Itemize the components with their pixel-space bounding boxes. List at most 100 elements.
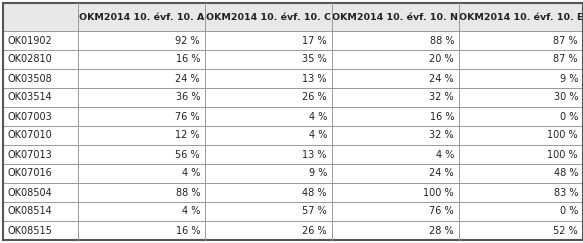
Bar: [78, 164, 205, 183]
Text: 13 %: 13 %: [303, 149, 327, 159]
Text: 56 %: 56 %: [175, 149, 200, 159]
Bar: [3, 88, 78, 107]
Text: OKM2014 10. évf. 10. A: OKM2014 10. évf. 10. A: [79, 12, 204, 21]
Bar: [459, 50, 583, 69]
Text: 26 %: 26 %: [303, 93, 327, 103]
Bar: [332, 164, 459, 183]
Text: 32 %: 32 %: [429, 93, 454, 103]
Text: 24 %: 24 %: [429, 73, 454, 84]
Text: 24 %: 24 %: [175, 73, 200, 84]
Bar: [3, 126, 78, 145]
Bar: [3, 202, 78, 221]
Text: 0 %: 0 %: [560, 112, 578, 122]
Bar: [78, 107, 205, 126]
Bar: [205, 202, 332, 221]
Bar: [205, 69, 332, 88]
Bar: [459, 88, 583, 107]
Text: 13 %: 13 %: [303, 73, 327, 84]
Text: 35 %: 35 %: [303, 54, 327, 64]
Text: 88 %: 88 %: [430, 35, 454, 45]
Bar: [3, 221, 78, 240]
Bar: [459, 202, 583, 221]
Text: OKM2014 10. évf. 10. C: OKM2014 10. évf. 10. C: [206, 12, 331, 21]
Bar: [78, 50, 205, 69]
Bar: [332, 69, 459, 88]
Bar: [205, 183, 332, 202]
Text: 92 %: 92 %: [175, 35, 200, 45]
Text: 4 %: 4 %: [182, 207, 200, 217]
Text: 87 %: 87 %: [553, 35, 578, 45]
Bar: [332, 50, 459, 69]
Text: 16 %: 16 %: [430, 112, 454, 122]
Bar: [459, 164, 583, 183]
Text: 16 %: 16 %: [175, 54, 200, 64]
Text: OK01902: OK01902: [8, 35, 52, 45]
Text: 30 %: 30 %: [553, 93, 578, 103]
Bar: [78, 88, 205, 107]
Text: 4 %: 4 %: [308, 130, 327, 140]
Bar: [205, 164, 332, 183]
Text: 28 %: 28 %: [429, 226, 454, 235]
Text: 76 %: 76 %: [175, 112, 200, 122]
Bar: [3, 50, 78, 69]
Bar: [3, 183, 78, 202]
Text: OK07010: OK07010: [8, 130, 52, 140]
Bar: [459, 69, 583, 88]
Bar: [332, 145, 459, 164]
Bar: [459, 183, 583, 202]
Bar: [205, 145, 332, 164]
Bar: [332, 88, 459, 107]
Text: 9 %: 9 %: [560, 73, 578, 84]
Bar: [459, 126, 583, 145]
Text: OK07013: OK07013: [8, 149, 52, 159]
Bar: [459, 145, 583, 164]
Text: 52 %: 52 %: [553, 226, 578, 235]
Text: OK03508: OK03508: [8, 73, 52, 84]
Text: 4 %: 4 %: [182, 168, 200, 179]
Text: 83 %: 83 %: [553, 188, 578, 198]
Text: OK08504: OK08504: [8, 188, 52, 198]
Bar: [3, 164, 78, 183]
Bar: [459, 31, 583, 50]
Bar: [332, 107, 459, 126]
Text: 48 %: 48 %: [553, 168, 578, 179]
Text: OKM2014 10. évf. 10. E: OKM2014 10. évf. 10. E: [459, 12, 583, 21]
Text: 17 %: 17 %: [303, 35, 327, 45]
Text: 100 %: 100 %: [547, 149, 578, 159]
Text: 36 %: 36 %: [175, 93, 200, 103]
Text: OK03514: OK03514: [8, 93, 52, 103]
Bar: [332, 126, 459, 145]
Text: 76 %: 76 %: [429, 207, 454, 217]
Bar: [78, 221, 205, 240]
Bar: [78, 202, 205, 221]
Text: 12 %: 12 %: [175, 130, 200, 140]
Text: 87 %: 87 %: [553, 54, 578, 64]
Bar: [205, 221, 332, 240]
Text: OKM2014 10. évf. 10. N: OKM2014 10. évf. 10. N: [332, 12, 458, 21]
Bar: [332, 31, 459, 50]
Bar: [205, 107, 332, 126]
Text: OK08514: OK08514: [8, 207, 52, 217]
Text: 0 %: 0 %: [560, 207, 578, 217]
Bar: [78, 145, 205, 164]
Text: OK07003: OK07003: [8, 112, 52, 122]
Bar: [459, 3, 583, 31]
Text: 26 %: 26 %: [303, 226, 327, 235]
Text: 48 %: 48 %: [303, 188, 327, 198]
Text: 24 %: 24 %: [429, 168, 454, 179]
Bar: [332, 3, 459, 31]
Text: OK08515: OK08515: [8, 226, 53, 235]
Bar: [332, 202, 459, 221]
Text: 4 %: 4 %: [308, 112, 327, 122]
Bar: [205, 88, 332, 107]
Bar: [205, 31, 332, 50]
Bar: [3, 69, 78, 88]
Bar: [205, 50, 332, 69]
Bar: [459, 107, 583, 126]
Text: 32 %: 32 %: [429, 130, 454, 140]
Bar: [78, 69, 205, 88]
Bar: [332, 183, 459, 202]
Bar: [3, 145, 78, 164]
Text: 16 %: 16 %: [175, 226, 200, 235]
Text: 20 %: 20 %: [429, 54, 454, 64]
